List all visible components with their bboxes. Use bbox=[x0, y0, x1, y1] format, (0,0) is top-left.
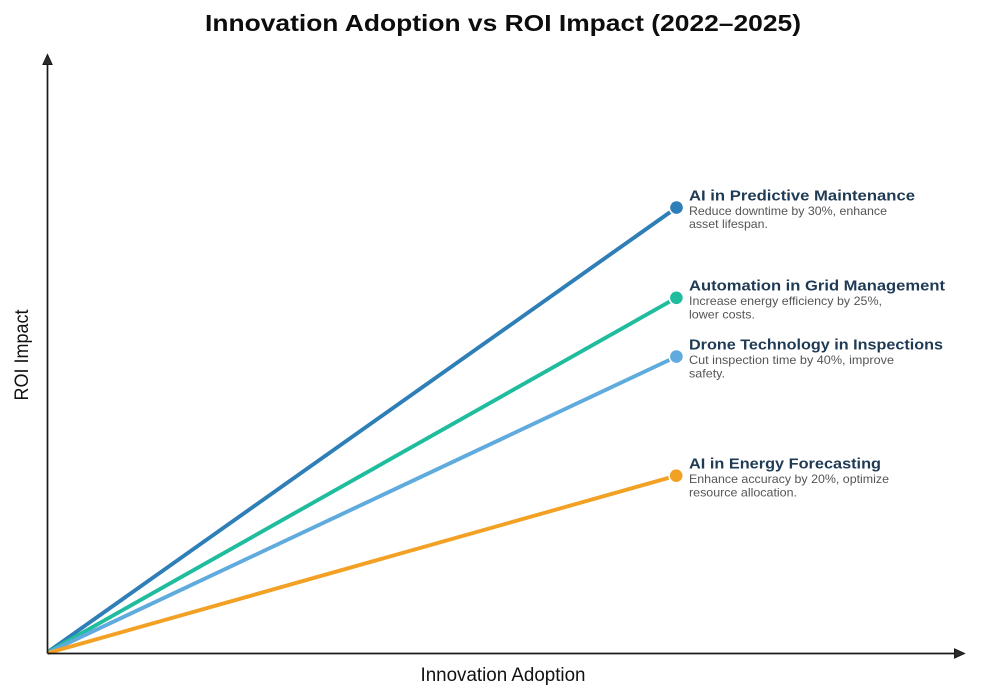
svg-text:Cut inspection time by 40%, im: Cut inspection time by 40%, improve bbox=[689, 354, 894, 367]
svg-text:Innovation Adoption vs ROI Imp: Innovation Adoption vs ROI Impact (2022–… bbox=[205, 10, 801, 36]
svg-text:safety.: safety. bbox=[689, 368, 725, 381]
svg-text:asset lifespan.: asset lifespan. bbox=[689, 218, 768, 231]
svg-text:Automation in Grid Management: Automation in Grid Management bbox=[689, 278, 945, 294]
svg-text:Reduce downtime by 30%, enhanc: Reduce downtime by 30%, enhance bbox=[689, 205, 887, 218]
svg-text:Innovation Adoption: Innovation Adoption bbox=[421, 665, 586, 686]
svg-text:AI in Predictive Maintenance: AI in Predictive Maintenance bbox=[689, 188, 915, 204]
svg-text:AI in Energy Forecasting: AI in Energy Forecasting bbox=[689, 456, 881, 472]
svg-text:Drone Technology in Inspection: Drone Technology in Inspections bbox=[689, 338, 943, 354]
svg-text:resource allocation.: resource allocation. bbox=[689, 486, 797, 499]
svg-text:Enhance accuracy by 20%, optim: Enhance accuracy by 20%, optimize bbox=[689, 473, 889, 486]
svg-text:ROI Impact: ROI Impact bbox=[12, 309, 33, 401]
svg-text:Increase energy efficiency by: Increase energy efficiency by 25%, bbox=[689, 295, 882, 308]
svg-text:lower costs.: lower costs. bbox=[689, 308, 755, 321]
